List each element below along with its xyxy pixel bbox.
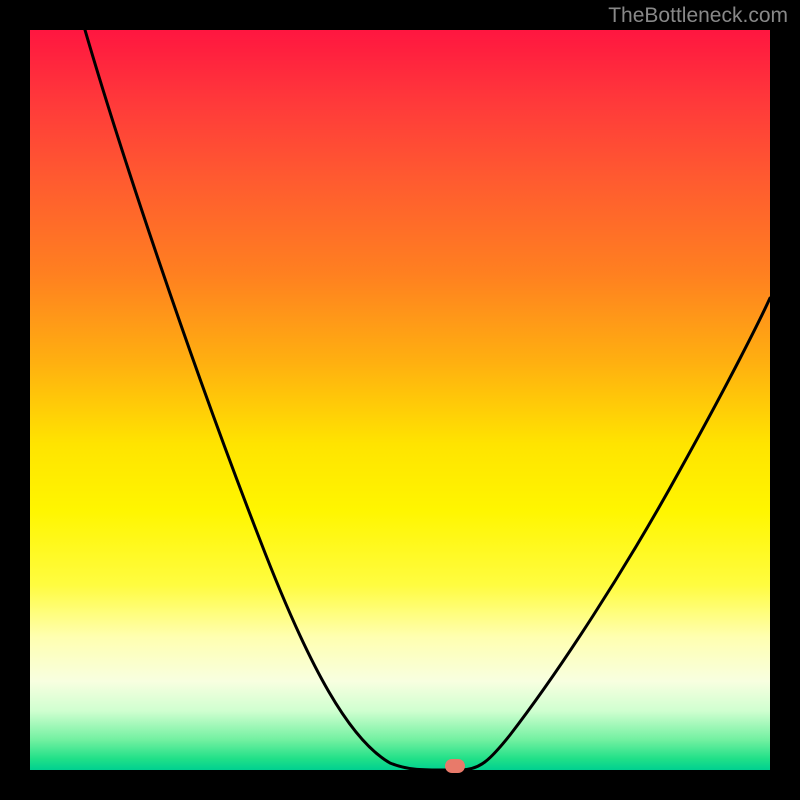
chart-container: TheBottleneck.com [0, 0, 800, 800]
bottleneck-curve [30, 30, 770, 770]
curve-path [85, 30, 770, 770]
minimum-marker [445, 759, 465, 773]
watermark: TheBottleneck.com [608, 4, 788, 28]
plot-area [30, 30, 770, 770]
